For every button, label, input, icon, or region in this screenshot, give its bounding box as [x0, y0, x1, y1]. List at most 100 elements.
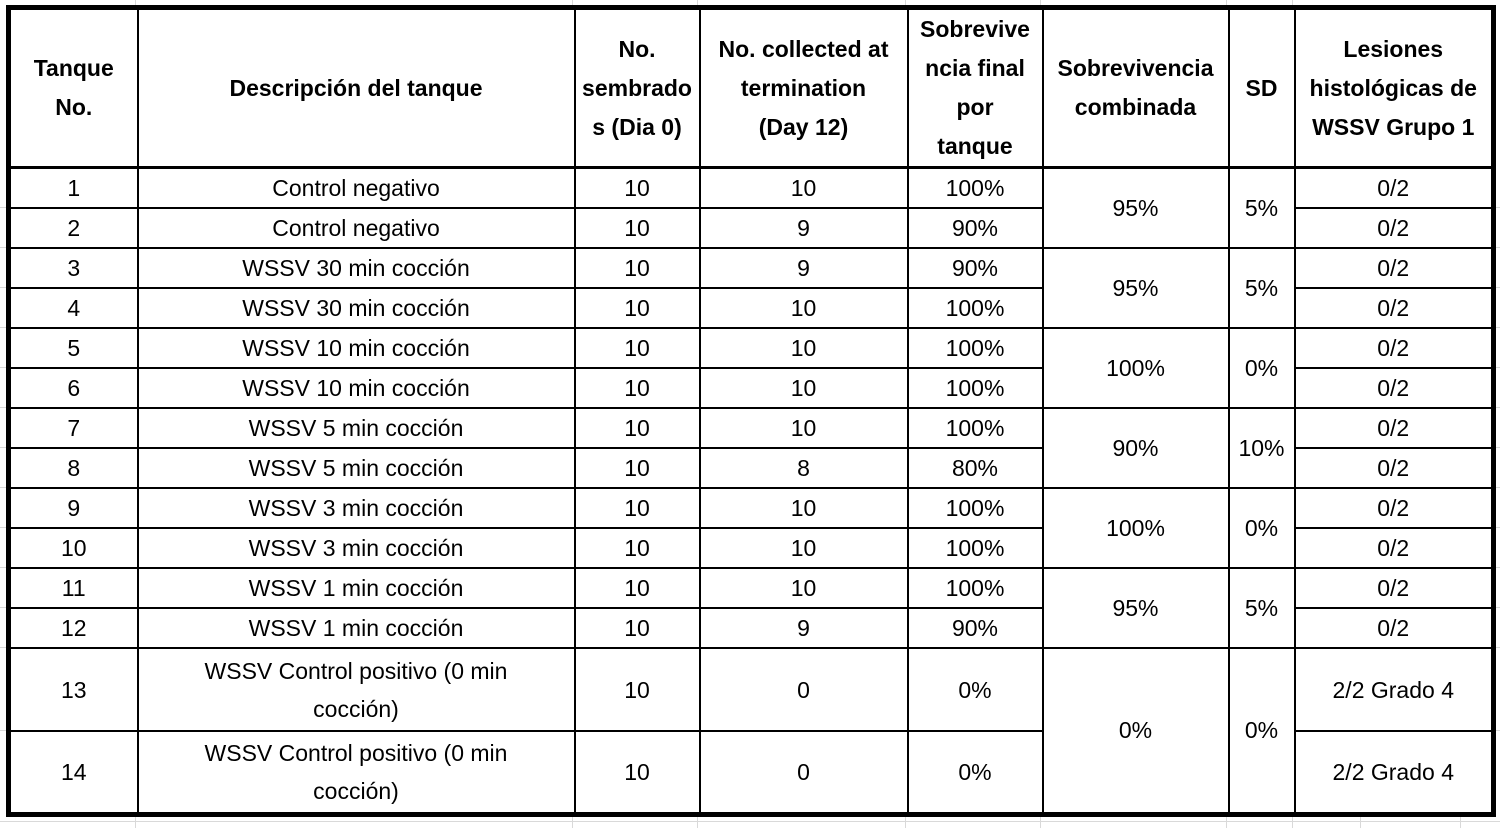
- cell-tank-no: 6: [7, 367, 139, 409]
- cell-description: WSSV 3 min cocción: [136, 527, 576, 569]
- cell-lesions: 0/2: [1293, 527, 1495, 569]
- cell-tank-no: 12: [7, 607, 139, 649]
- cell-survival: 0%: [906, 730, 1044, 815]
- cell-seeded: 10: [573, 207, 701, 249]
- cell-collected: 9: [698, 207, 909, 249]
- cell-lesions: 0/2: [1293, 367, 1495, 409]
- cell-seeded: 10: [573, 247, 701, 289]
- cell-tank-no: 1: [7, 166, 139, 209]
- cell-lesions: 2/2 Grado 4: [1293, 730, 1495, 815]
- cell-survival: 100%: [906, 287, 1044, 329]
- cell-description: WSSV 1 min cocción: [136, 607, 576, 649]
- cell-survival: 100%: [906, 367, 1044, 409]
- cell-lesions: 0/2: [1293, 166, 1495, 209]
- cell-tank-no: 13: [7, 647, 139, 732]
- col-header-lesions: Lesiones histológicas de WSSV Grupo 1: [1293, 6, 1495, 169]
- col-header-collected: No. collected at termination (Day 12): [698, 6, 909, 169]
- cell-combined-survival: 95%: [1041, 567, 1230, 649]
- table-row: 9 WSSV 3 min cocción 10 10 100% 100% 0% …: [7, 487, 1495, 569]
- table-row: 3 WSSV 30 min cocción 10 9 90% 95% 5% 0/…: [7, 247, 1495, 329]
- cell-sd: 0%: [1227, 487, 1296, 569]
- cell-collected: 0: [698, 647, 909, 732]
- cell-description: Control negativo: [136, 166, 576, 209]
- cell-combined-survival: 90%: [1041, 407, 1230, 489]
- cell-seeded: 10: [573, 367, 701, 409]
- cell-survival: 90%: [906, 247, 1044, 289]
- cell-survival: 100%: [906, 567, 1044, 609]
- table-row: 8 WSSV 5 min cocción 10 8 80% 0/2: [7, 447, 1495, 489]
- cell-tank-no: 5: [7, 327, 139, 369]
- cell-seeded: 10: [573, 607, 701, 649]
- cell-sd: 0%: [1227, 327, 1296, 409]
- wssv-survival-table: Tanque No. Descripción del tanque No. se…: [6, 5, 1496, 817]
- cell-survival: 100%: [906, 527, 1044, 569]
- cell-survival: 100%: [906, 407, 1044, 449]
- cell-collected: 10: [698, 567, 909, 609]
- cell-collected: 9: [698, 247, 909, 289]
- cell-lesions: 0/2: [1293, 487, 1495, 529]
- cell-combined-survival: 100%: [1041, 327, 1230, 409]
- table-row: 12 WSSV 1 min cocción 10 9 90% 0/2: [7, 607, 1495, 649]
- cell-combined-survival: 95%: [1041, 247, 1230, 329]
- header-row: Tanque No. Descripción del tanque No. se…: [7, 6, 1495, 169]
- cell-lesions: 0/2: [1293, 287, 1495, 329]
- cell-description: WSSV 5 min cocción: [136, 407, 576, 449]
- cell-lesions: 0/2: [1293, 207, 1495, 249]
- col-header-seeded: No. sembrado s (Dia 0): [573, 6, 701, 169]
- cell-sd: 5%: [1227, 247, 1296, 329]
- cell-survival: 0%: [906, 647, 1044, 732]
- cell-description: WSSV Control positivo (0 min cocción): [136, 647, 576, 732]
- cell-seeded: 10: [573, 527, 701, 569]
- cell-tank-no: 10: [7, 527, 139, 569]
- cell-tank-no: 8: [7, 447, 139, 489]
- cell-survival: 90%: [906, 607, 1044, 649]
- cell-collected: 9: [698, 607, 909, 649]
- cell-collected: 10: [698, 407, 909, 449]
- cell-description: WSSV 10 min cocción: [136, 327, 576, 369]
- cell-lesions: 0/2: [1293, 607, 1495, 649]
- table-row: 2 Control negativo 10 9 90% 0/2: [7, 207, 1495, 249]
- cell-survival: 100%: [906, 166, 1044, 209]
- cell-description: WSSV 5 min cocción: [136, 447, 576, 489]
- cell-description: WSSV Control positivo (0 min cocción): [136, 730, 576, 815]
- cell-collected: 10: [698, 487, 909, 529]
- cell-lesions: 2/2 Grado 4: [1293, 647, 1495, 732]
- cell-tank-no: 9: [7, 487, 139, 529]
- cell-tank-no: 4: [7, 287, 139, 329]
- table-row: 4 WSSV 30 min cocción 10 10 100% 0/2: [7, 287, 1495, 329]
- table-row: 1 Control negativo 10 10 100% 95% 5% 0/2: [7, 166, 1495, 249]
- cell-tank-no: 14: [7, 730, 139, 815]
- table-row: 13 WSSV Control positivo (0 min cocción)…: [7, 647, 1495, 815]
- cell-tank-no: 2: [7, 207, 139, 249]
- cell-seeded: 10: [573, 166, 701, 209]
- col-header-sd: SD: [1227, 6, 1296, 169]
- col-header-description: Descripción del tanque: [136, 6, 576, 169]
- cell-sd: 0%: [1227, 647, 1296, 815]
- cell-survival: 100%: [906, 487, 1044, 529]
- cell-seeded: 10: [573, 447, 701, 489]
- cell-description: WSSV 30 min cocción: [136, 287, 576, 329]
- cell-collected: 10: [698, 327, 909, 369]
- cell-combined-survival: 95%: [1041, 166, 1230, 249]
- cell-lesions: 0/2: [1293, 447, 1495, 489]
- cell-survival: 80%: [906, 447, 1044, 489]
- table-row: 10 WSSV 3 min cocción 10 10 100% 0/2: [7, 527, 1495, 569]
- cell-tank-no: 7: [7, 407, 139, 449]
- cell-seeded: 10: [573, 567, 701, 609]
- cell-survival: 100%: [906, 327, 1044, 369]
- cell-seeded: 10: [573, 327, 701, 369]
- cell-description: Control negativo: [136, 207, 576, 249]
- cell-description: WSSV 3 min cocción: [136, 487, 576, 529]
- cell-combined-survival: 0%: [1041, 647, 1230, 815]
- cell-collected: 10: [698, 166, 909, 209]
- cell-seeded: 10: [573, 407, 701, 449]
- table-row: 7 WSSV 5 min cocción 10 10 100% 90% 10% …: [7, 407, 1495, 489]
- cell-collected: 8: [698, 447, 909, 489]
- col-header-survival-per-tank: Sobrevive ncia final por tanque: [906, 6, 1044, 169]
- col-header-tank-no: Tanque No.: [7, 6, 139, 169]
- cell-combined-survival: 100%: [1041, 487, 1230, 569]
- cell-collected: 0: [698, 730, 909, 815]
- cell-tank-no: 11: [7, 567, 139, 609]
- table-row: 11 WSSV 1 min cocción 10 10 100% 95% 5% …: [7, 567, 1495, 649]
